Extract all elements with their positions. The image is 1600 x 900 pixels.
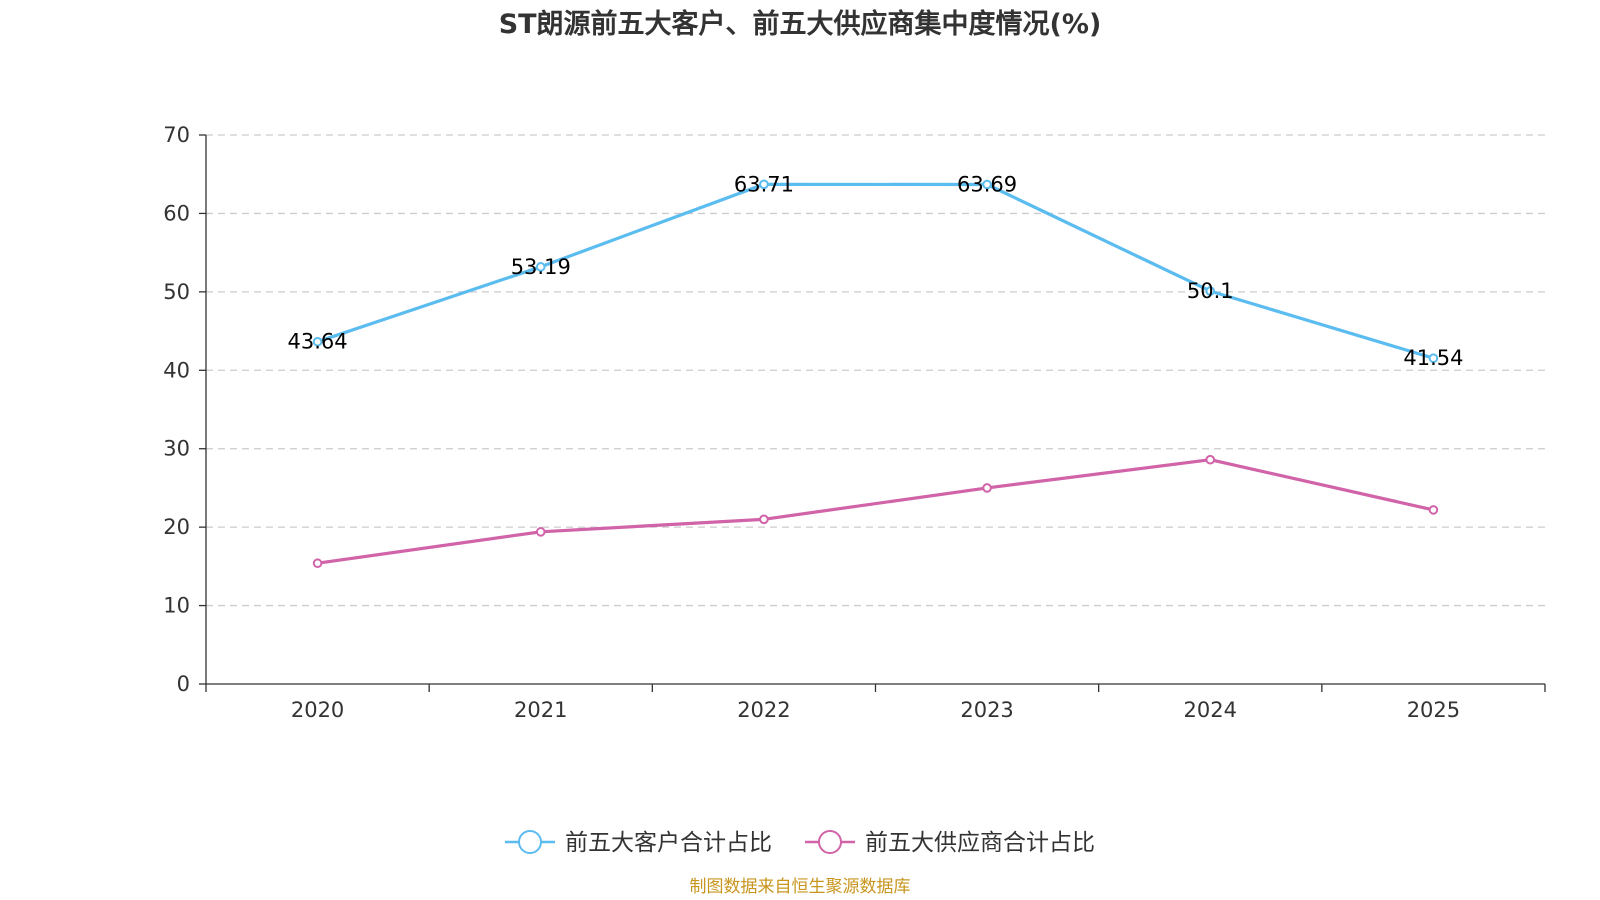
legend-item[interactable]: 前五大客户合计占比: [505, 830, 772, 856]
x-tick-label: 2023: [960, 698, 1013, 722]
data-point: [312, 558, 323, 569]
data-point: [535, 262, 546, 272]
y-tick-label: 60: [163, 201, 190, 225]
chart-title: ST朗源前五大客户、前五大供应商集中度情况(%): [499, 8, 1102, 40]
series-group: 43.64 53.19 63.71 63.69 50.1 41.54: [288, 172, 1464, 569]
x-tick-label: 2024: [1184, 698, 1237, 722]
series-line: [317, 458, 1434, 565]
y-tick-label: 70: [163, 123, 190, 147]
legend-label: 前五大客户合计占比: [565, 830, 772, 856]
data-point: [759, 179, 769, 190]
y-tick-label: 0: [177, 672, 190, 696]
data-label: 53.19: [511, 255, 571, 279]
data-label: 43.64: [288, 330, 348, 354]
data-label: 63.71: [734, 172, 794, 196]
data-point: [1428, 505, 1439, 515]
data-point: [1205, 454, 1216, 465]
data-point: [1428, 353, 1439, 364]
data-point: [982, 179, 992, 190]
grid-lines: [206, 134, 1545, 607]
legend-label: 前五大供应商合计占比: [865, 830, 1095, 856]
series-1: 43.64 53.19 63.71 63.69 50.1 41.54: [288, 172, 1464, 370]
data-point: [312, 336, 323, 347]
data-point: [1205, 286, 1216, 296]
data-label: 41.54: [1403, 346, 1463, 370]
series-line: [317, 182, 1434, 360]
axes: 0 10 20 30 40 50 60 70 2020 2021 2022 2023 2024 2025: [163, 123, 1546, 722]
y-tick-label: 10: [163, 594, 190, 618]
legend-item[interactable]: 前五大供应商合计占比: [805, 830, 1095, 856]
data-label: 63.69: [957, 172, 1017, 196]
y-tick-label: 50: [163, 280, 190, 304]
data-point: [759, 514, 769, 525]
legend-marker-icon: [518, 830, 542, 854]
series-2: [312, 454, 1439, 569]
legend[interactable]: 前五大客户合计占比 前五大供应商合计占比: [505, 830, 1095, 856]
legend-marker-icon: [818, 830, 842, 854]
data-point: [982, 483, 992, 493]
x-tick-label: 2025: [1407, 698, 1460, 722]
data-point: [535, 527, 546, 537]
x-tick-label: 2022: [737, 698, 790, 722]
y-tick-label: 40: [163, 358, 190, 382]
data-label: 50.1: [1187, 279, 1234, 303]
x-tick-label: 2020: [291, 698, 344, 722]
y-tick-label: 30: [163, 437, 190, 461]
y-tick-label: 20: [163, 515, 190, 539]
source-note: 制图数据来自恒生聚源数据库: [690, 877, 911, 897]
x-tick-label: 2021: [514, 698, 567, 722]
